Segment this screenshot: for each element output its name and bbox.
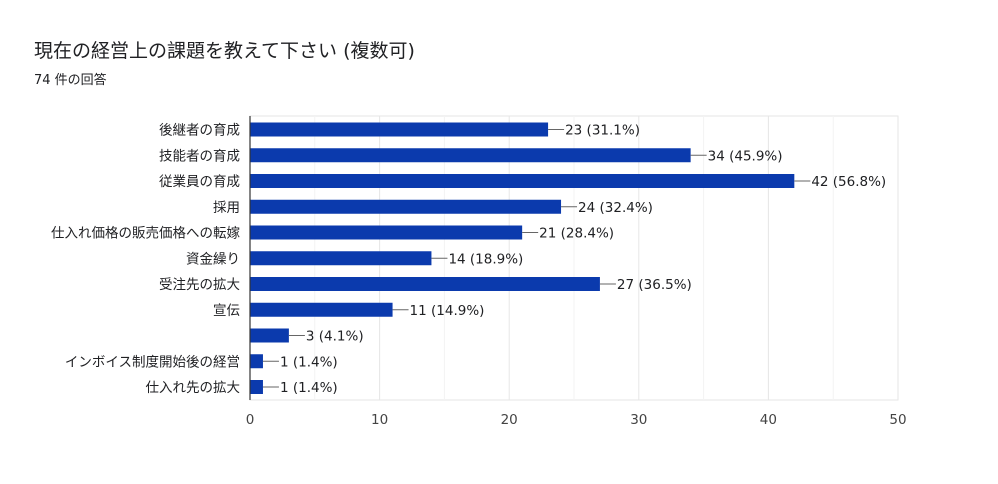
category-label: 採用: [213, 200, 240, 216]
bar: [250, 354, 263, 369]
category-label: インボイス制度開始後の経営: [65, 354, 240, 370]
bar: [250, 277, 600, 291]
data-label: 21 (28.4%): [539, 226, 614, 242]
data-label: 11 (14.9%): [410, 303, 485, 319]
x-tick-label: 30: [630, 412, 647, 428]
bar: [250, 328, 289, 343]
data-label: 42 (56.8%): [811, 174, 886, 190]
bar: [250, 251, 432, 266]
data-label: 24 (32.4%): [578, 200, 653, 216]
category-label: 資金繰り: [186, 251, 240, 267]
category-label: 仕入れ価格の販売価格への転嫁: [51, 226, 240, 242]
category-label: 仕入れ先の拡大: [146, 380, 241, 396]
data-label: 23 (31.1%): [565, 123, 640, 139]
chart-title: 現在の経営上の課題を教えて下さい (複数可): [34, 40, 415, 62]
category-label: 受注先の拡大: [159, 277, 240, 293]
data-label: 27 (36.5%): [617, 277, 692, 293]
category-label: 技能者の育成: [159, 148, 240, 164]
bar: [250, 302, 393, 317]
data-label: 3 (4.1%): [306, 329, 364, 345]
bar: [250, 148, 691, 163]
category-label: 後継者の育成: [159, 123, 240, 139]
category-label: 従業員の育成: [159, 174, 240, 190]
bar: [250, 380, 263, 394]
data-label: 1 (1.4%): [280, 380, 338, 396]
data-label: 34 (45.9%): [708, 148, 783, 164]
bar: [250, 174, 795, 188]
bar: [250, 225, 523, 240]
category-label: 宣伝: [213, 303, 240, 319]
x-tick-label: 10: [371, 412, 388, 428]
x-tick-label: 0: [246, 412, 255, 428]
x-tick-label: 20: [501, 412, 518, 428]
data-label: 1 (1.4%): [280, 354, 338, 370]
bar: [250, 199, 562, 214]
bar: [250, 122, 549, 137]
response-count: 74 件の回答: [34, 73, 107, 88]
data-label: 14 (18.9%): [448, 251, 523, 267]
x-tick-label: 50: [889, 412, 906, 428]
x-tick-label: 40: [760, 412, 777, 428]
